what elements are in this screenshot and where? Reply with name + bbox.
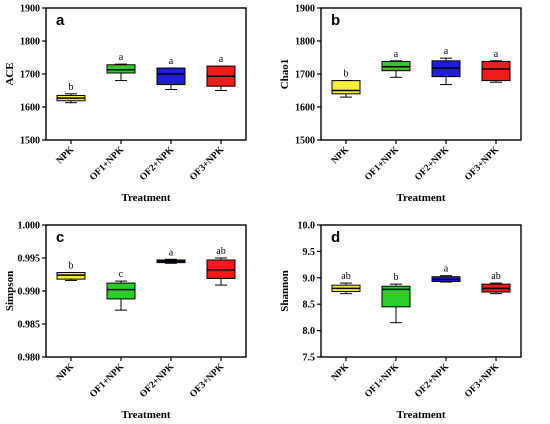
panel-letter: c (56, 229, 64, 246)
significance-letter: ab (341, 271, 350, 282)
y-tick-label: 7.5 (303, 353, 316, 364)
significance-letter: b (394, 272, 399, 283)
panel-letter: a (56, 12, 65, 29)
box-of1-npk: c (106, 269, 136, 311)
significance-letter: a (394, 49, 399, 60)
x-tick-label: NPK (330, 362, 352, 384)
plot-frame (320, 224, 522, 358)
y-tick-label: 8.5 (303, 300, 316, 311)
x-tick-label: OF1+NPK (88, 145, 126, 183)
x-axis-title: Treatment (396, 192, 445, 204)
x-axis-title: Treatment (396, 409, 445, 421)
box-body (156, 67, 186, 86)
box-of2-npk: a (431, 46, 461, 86)
significance-letter: a (444, 46, 449, 57)
x-tick-label: NPK (55, 145, 77, 167)
y-tick-label: 1.000 (18, 221, 41, 232)
significance-letter: b (344, 69, 349, 80)
box-body (381, 285, 411, 308)
box-of3-npk: ab (206, 246, 236, 286)
box-of3-npk: a (206, 54, 236, 91)
x-tick-label: OF1+NPK (363, 362, 401, 400)
y-axis-title: Chao1 (279, 59, 291, 90)
panel-letter: d (331, 229, 340, 246)
y-tick-label: 1500 (20, 136, 40, 147)
y-tick-label: 1700 (20, 70, 40, 81)
box-npk: ab (331, 271, 361, 295)
y-tick-label: 1500 (295, 136, 315, 147)
y-tick-label: 0.990 (18, 287, 41, 298)
x-axis-title: Treatment (121, 409, 170, 421)
box-npk: b (56, 82, 86, 104)
y-tick-label: 0.995 (18, 254, 41, 265)
panel-d: d 7.5 8.0 8.5 9.0 9.5 10.0 Shannon ab NPK b OF1+NPK… (279, 221, 522, 421)
significance-letter: a (169, 56, 174, 67)
x-tick-label: OF2+NPK (138, 145, 176, 183)
box-of3-npk: ab (481, 271, 511, 295)
x-tick-label: NPK (330, 145, 352, 167)
y-tick-label: 9.0 (303, 273, 316, 284)
panel-letter: b (331, 12, 340, 29)
x-tick-label: OF2+NPK (413, 145, 451, 183)
y-tick-label: 1900 (295, 4, 315, 15)
box-of1-npk: a (381, 49, 411, 78)
box-of1-npk: b (381, 272, 411, 324)
box-npk: b (56, 261, 86, 281)
y-axis-title: Shannon (279, 270, 291, 312)
significance-letter: ab (216, 246, 225, 257)
y-tick-label: 0.980 (18, 353, 41, 364)
panel-a: a 1500 1600 1700 1800 1900 ACE b NPK a OF1+NPK a OF2… (4, 4, 247, 204)
y-tick-label: 1600 (295, 103, 315, 114)
y-axis-title: Simpson (4, 271, 16, 311)
y-tick-label: 1800 (20, 37, 40, 48)
x-tick-label: OF3+NPK (188, 145, 226, 183)
x-tick-label: OF3+NPK (463, 362, 501, 400)
box-body (331, 80, 361, 95)
box-of3-npk: a (481, 49, 511, 83)
panel-b: b 1500 1600 1700 1800 1900 Chao1 b NPK a OF1+NPK a O… (279, 4, 522, 204)
y-tick-label: 8.0 (303, 326, 316, 337)
box-body (481, 60, 511, 82)
y-tick-label: 1700 (295, 70, 315, 81)
panel-c: c 0.980 0.985 0.990 0.995 1.000 Simpson b NPK c OF… (4, 221, 247, 421)
y-tick-label: 10.0 (298, 221, 316, 232)
x-tick-label: OF1+NPK (88, 362, 126, 400)
x-tick-label: OF3+NPK (463, 145, 501, 183)
y-tick-label: 9.5 (303, 247, 316, 258)
y-tick-label: 1800 (295, 37, 315, 48)
x-tick-label: NPK (55, 362, 77, 384)
box-of2-npk: a (431, 264, 461, 283)
y-axis-title: ACE (4, 62, 16, 85)
significance-letter: c (119, 269, 124, 280)
box-of1-npk: a (106, 52, 136, 82)
box-npk: b (331, 69, 361, 98)
y-tick-label: 0.985 (18, 320, 41, 331)
box-of2-npk: a (156, 56, 186, 91)
x-tick-label: OF2+NPK (413, 362, 451, 400)
box-body (106, 282, 136, 300)
y-tick-label: 1600 (20, 103, 40, 114)
significance-letter: b (69, 261, 74, 272)
y-tick-label: 1900 (20, 4, 40, 15)
box-of2-npk: a (156, 247, 186, 264)
box-body (106, 64, 136, 74)
significance-letter: a (119, 52, 124, 63)
x-tick-label: OF1+NPK (363, 145, 401, 183)
significance-letter: a (169, 247, 174, 258)
x-tick-label: OF3+NPK (188, 362, 226, 400)
x-axis-title: Treatment (121, 192, 170, 204)
x-tick-label: OF2+NPK (138, 362, 176, 400)
significance-letter: ab (491, 271, 500, 282)
significance-letter: a (219, 54, 224, 65)
significance-letter: a (494, 49, 499, 60)
significance-letter: a (444, 264, 449, 275)
plot-frame (45, 224, 247, 358)
significance-letter: b (69, 82, 74, 93)
